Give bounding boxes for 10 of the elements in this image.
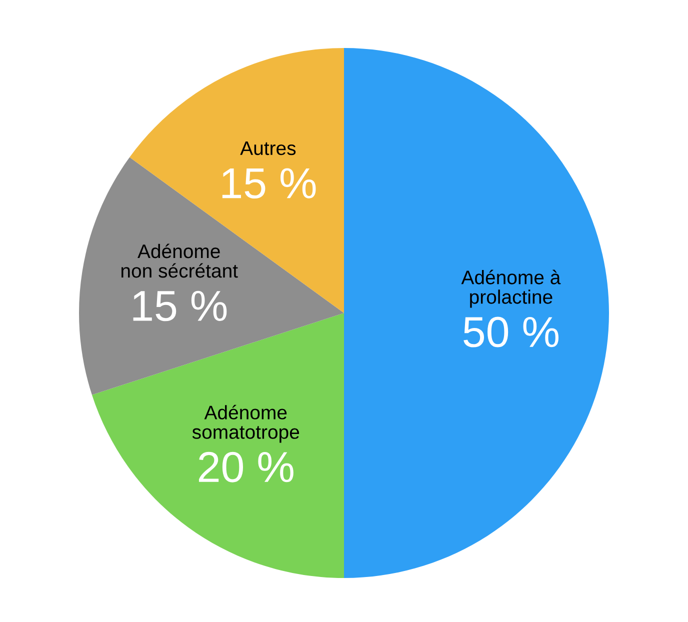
data-label: 50 % bbox=[464, 316, 558, 348]
slice-label: Adénome somatotrope bbox=[192, 404, 300, 443]
slice-label: Autres bbox=[240, 142, 296, 156]
data-label: 20 % bbox=[198, 452, 294, 482]
slice-label: Adénome non sécrétant bbox=[121, 244, 238, 278]
pie-slice bbox=[79, 157, 344, 395]
slice-label: Adénome à prolactine bbox=[461, 270, 561, 308]
pie-slice bbox=[344, 48, 609, 578]
data-label: 15 % bbox=[222, 168, 316, 199]
data-label: 15 % bbox=[133, 290, 227, 322]
